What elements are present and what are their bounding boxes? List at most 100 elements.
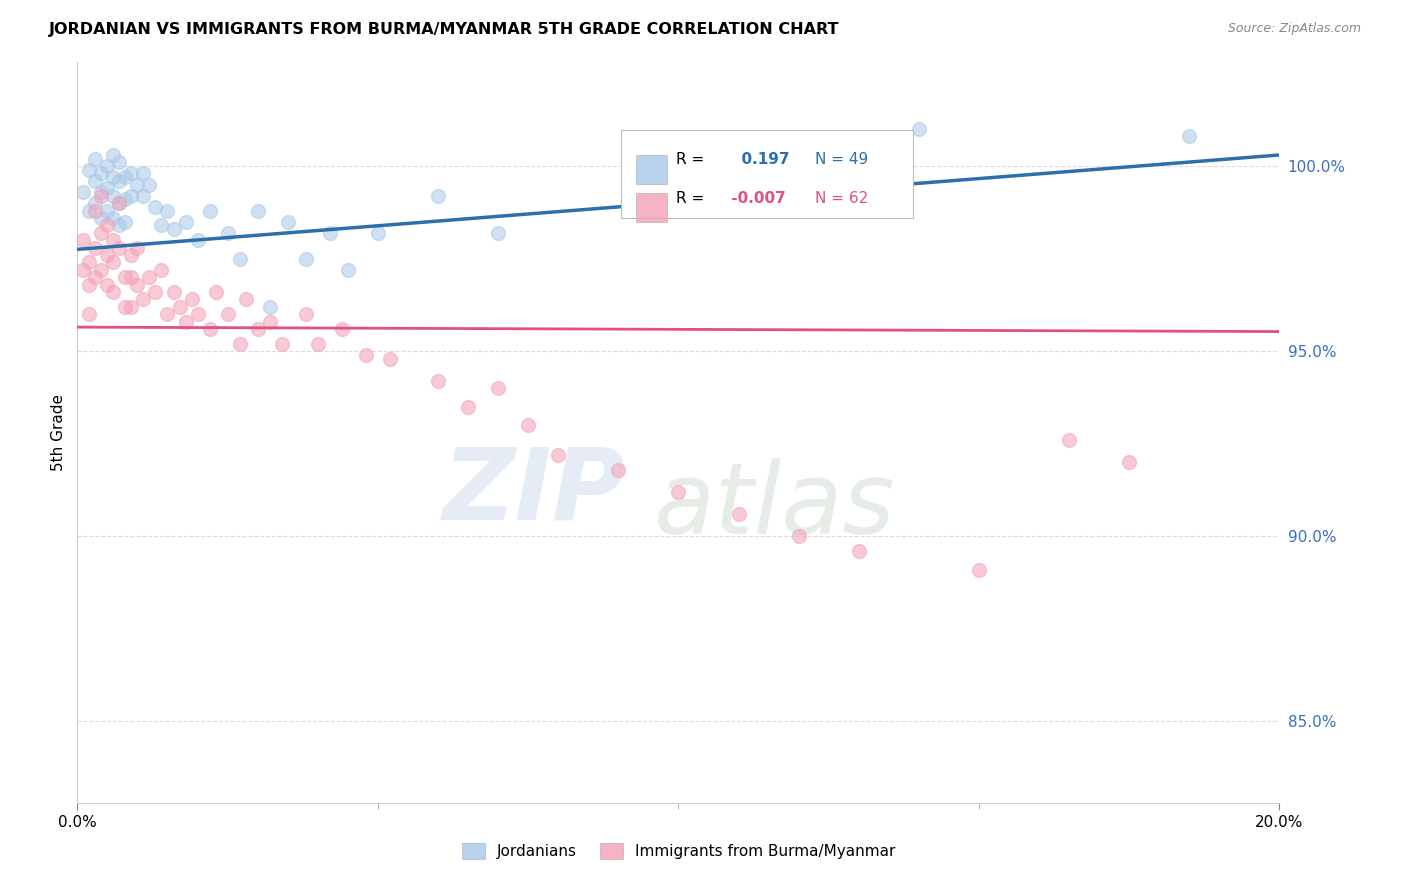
Point (228, 336, 250, 351)
Point (259, 315, 281, 329)
Point (120, 270, 142, 285)
Point (319, 226, 342, 240)
Point (1118, 455, 1140, 469)
Point (127, 277, 149, 292)
Point (114, 300, 136, 314)
Point (120, 300, 142, 314)
Point (108, 196, 131, 211)
Point (84, 152, 107, 166)
Point (186, 233, 209, 247)
Point (120, 188, 142, 202)
Point (96, 248, 118, 262)
Point (79, 162, 101, 177)
Point (96, 219, 118, 233)
Point (427, 188, 450, 202)
Point (727, 507, 749, 521)
Text: N = 49: N = 49 (815, 152, 868, 167)
Point (90, 226, 112, 240)
Point (162, 222, 184, 236)
Point (427, 374, 450, 388)
Point (486, 226, 509, 240)
Point (967, 563, 990, 577)
Point (174, 315, 197, 329)
Point (787, 529, 810, 543)
Point (204, 285, 226, 299)
Point (114, 270, 136, 285)
Point (114, 193, 136, 207)
Point (79, 277, 101, 292)
Point (90, 262, 112, 277)
Point (132, 167, 155, 181)
Point (198, 203, 221, 218)
Point (84, 203, 107, 218)
Text: atlas: atlas (654, 458, 896, 555)
Point (79, 307, 101, 321)
Point (145, 200, 167, 214)
Point (108, 155, 131, 169)
Point (120, 167, 142, 181)
Point (84, 270, 107, 285)
Point (378, 351, 401, 366)
Point (457, 400, 479, 414)
Point (259, 300, 281, 314)
Point (103, 188, 125, 202)
Point (103, 170, 125, 185)
Point (1057, 433, 1080, 447)
Point (138, 270, 160, 285)
Point (354, 348, 377, 362)
Point (127, 241, 149, 255)
Point (517, 418, 540, 433)
Point (108, 174, 131, 188)
Point (307, 336, 329, 351)
Point (103, 285, 125, 299)
Point (270, 336, 292, 351)
Point (108, 196, 131, 211)
Text: R =: R = (676, 152, 704, 167)
Point (162, 285, 184, 299)
Text: ZIP: ZIP (443, 443, 626, 541)
Point (132, 188, 155, 202)
Point (217, 307, 239, 321)
Point (277, 214, 299, 228)
Point (90, 188, 112, 202)
Point (186, 307, 209, 321)
Point (486, 381, 509, 395)
Point (108, 241, 131, 255)
Point (120, 248, 142, 262)
Text: -0.007: -0.007 (727, 191, 786, 206)
Point (103, 233, 125, 247)
Point (150, 219, 173, 233)
Point (336, 262, 359, 277)
Point (96, 277, 118, 292)
Point (1178, 129, 1201, 144)
Point (217, 226, 239, 240)
Point (547, 448, 569, 462)
Point (150, 262, 173, 277)
Point (72, 262, 94, 277)
Point (228, 252, 250, 266)
Point (103, 211, 125, 225)
Point (90, 185, 112, 199)
Text: JORDANIAN VS IMMIGRANTS FROM BURMA/MYANMAR 5TH GRADE CORRELATION CHART: JORDANIAN VS IMMIGRANTS FROM BURMA/MYANM… (49, 22, 839, 37)
Point (84, 196, 107, 211)
Point (84, 174, 107, 188)
Point (79, 203, 101, 218)
Point (72, 185, 94, 199)
Point (607, 462, 630, 476)
Point (668, 484, 690, 499)
Y-axis label: 5th Grade: 5th Grade (51, 394, 66, 471)
Legend: Jordanians, Immigrants from Burma/Myanmar: Jordanians, Immigrants from Burma/Myanma… (456, 838, 901, 865)
Point (72, 233, 94, 247)
Point (174, 214, 197, 228)
Point (103, 148, 125, 162)
Point (908, 122, 931, 136)
Point (246, 322, 269, 336)
Point (198, 322, 221, 336)
Point (848, 544, 870, 558)
Point (156, 203, 179, 218)
Point (108, 219, 131, 233)
Point (114, 214, 136, 228)
Point (246, 203, 269, 218)
Point (103, 255, 125, 269)
Point (180, 293, 202, 307)
